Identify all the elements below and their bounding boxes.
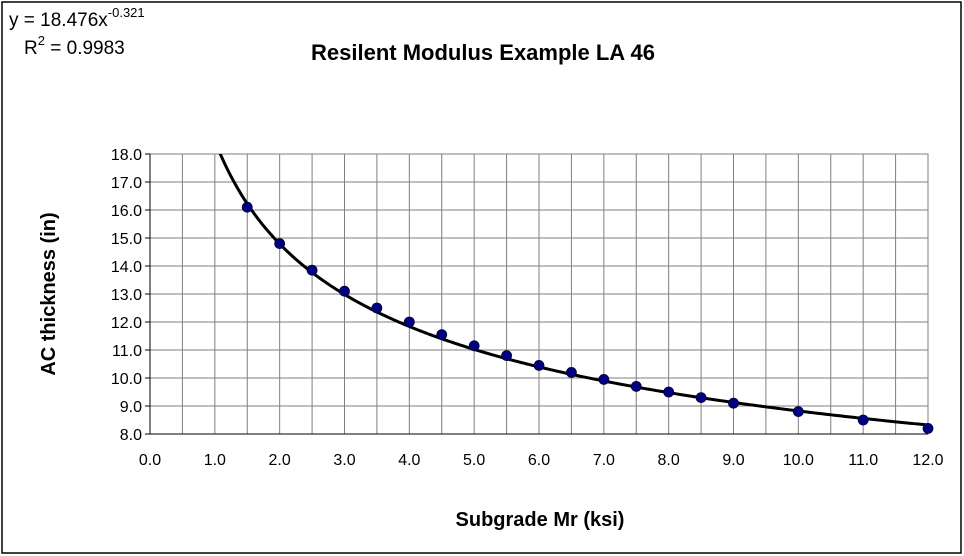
x-tick-label: 10.0 [783, 452, 814, 469]
equation-main: y = 18.476x [9, 10, 108, 31]
y-tick-label: 14.0 [111, 259, 142, 276]
data-point [922, 422, 934, 434]
equation-exponent: -0.321 [108, 5, 145, 20]
x-tick-label: 0.0 [139, 452, 161, 469]
r-squared-r: R [24, 38, 38, 59]
data-point [274, 238, 286, 250]
x-tick-label: 4.0 [398, 452, 420, 469]
data-point [501, 350, 512, 362]
x-tick-label: 9.0 [722, 452, 744, 469]
data-point [695, 392, 707, 404]
data-point [792, 406, 804, 418]
y-tick-label: 12.0 [111, 315, 142, 332]
y-tick-label: 11.0 [112, 343, 142, 360]
trend-equation: y = 18.476x-0.321 [9, 5, 145, 31]
data-point [598, 373, 610, 385]
x-axis-title: Subgrade Mr (ksi) [456, 509, 625, 531]
y-tick-label: 16.0 [111, 203, 142, 220]
r-squared: R2 = 0.9983 [24, 33, 125, 59]
y-tick-label: 18.0 [111, 147, 142, 164]
x-tick-label: 3.0 [333, 452, 355, 469]
y-axis-title: AC thickness (in) [38, 212, 60, 375]
r-squared-power: 2 [38, 33, 45, 48]
y-tick-label: 9.0 [120, 399, 142, 416]
data-point [533, 359, 545, 371]
x-tick-label: 8.0 [658, 452, 680, 469]
data-point [371, 302, 383, 314]
data-point [630, 380, 642, 392]
data-point [728, 397, 739, 409]
data-point [857, 414, 869, 426]
data-point [436, 329, 448, 341]
x-tick-label: 11.0 [848, 452, 878, 469]
y-tick-label: 10.0 [111, 371, 142, 388]
x-tick-label: 12.0 [912, 452, 943, 469]
data-point [339, 285, 350, 297]
x-tick-label: 1.0 [204, 452, 226, 469]
y-tick-label: 15.0 [111, 231, 142, 248]
data-point [663, 386, 675, 398]
data-point [241, 201, 253, 213]
data-point [403, 316, 415, 328]
x-tick-label: 5.0 [463, 452, 485, 469]
y-tick-label: 17.0 [111, 175, 142, 192]
data-point [566, 366, 577, 378]
data-point [468, 340, 480, 352]
y-tick-label: 13.0 [111, 287, 142, 304]
chart-title: Resilent Modulus Example LA 46 [311, 40, 655, 65]
r-squared-value: = 0.9983 [45, 38, 125, 59]
x-tick-label: 7.0 [593, 452, 615, 469]
x-tick-label: 6.0 [528, 452, 550, 469]
x-tick-label: 2.0 [269, 452, 291, 469]
y-tick-label: 8.0 [120, 427, 142, 444]
data-point [306, 264, 318, 276]
